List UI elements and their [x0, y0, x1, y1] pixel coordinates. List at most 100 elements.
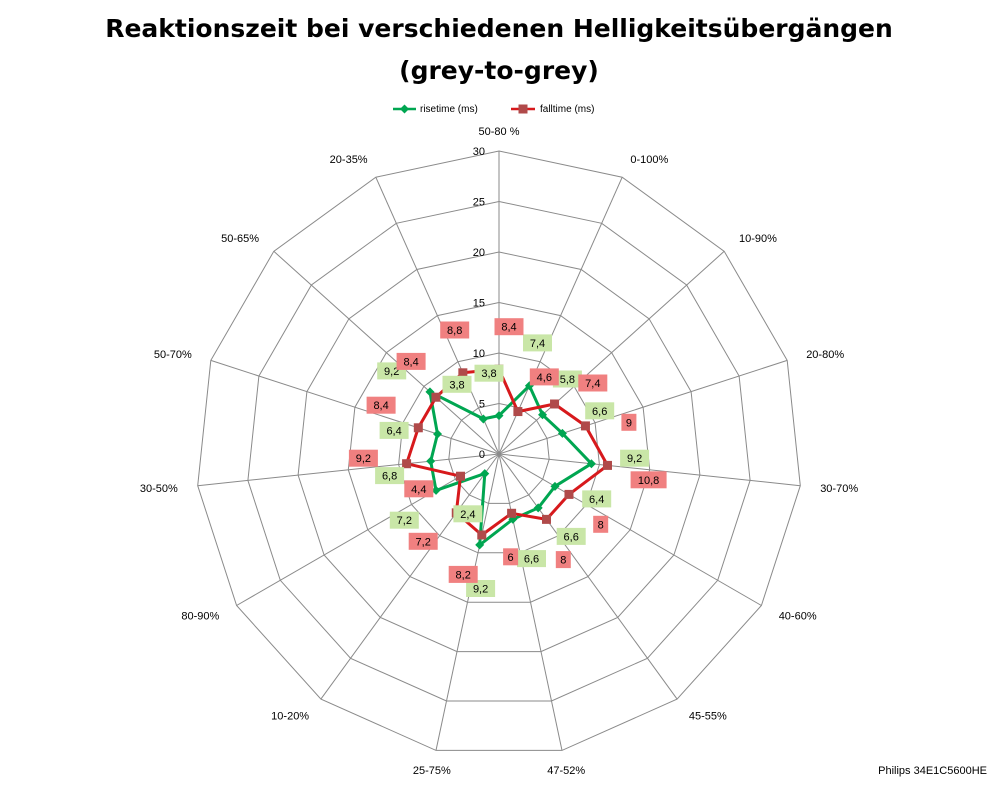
data-label-falltime: 4,4 [404, 480, 434, 498]
data-label-background [348, 449, 378, 467]
falltime-point [477, 530, 487, 540]
falltime-point [602, 460, 612, 470]
data-label-risetime: 3,8 [442, 375, 472, 393]
legend: risetime (ms) falltime (ms) [393, 104, 594, 115]
series-line-falltime [405, 367, 609, 537]
grid-spoke [498, 453, 563, 751]
data-label-background [517, 550, 546, 568]
grid-spoke [498, 359, 788, 455]
data-label-text: 9,2 [473, 584, 488, 596]
category-label: 20-80% [806, 349, 844, 361]
data-label-text: 7,4 [530, 338, 545, 350]
grid-spoke [236, 453, 500, 606]
falltime-point [550, 399, 560, 409]
data-label-text: 7,2 [416, 536, 431, 548]
tick-label: 5 [479, 399, 485, 411]
data-label-text: 8 [560, 555, 566, 567]
falltime-point [431, 392, 441, 402]
data-label-background [555, 551, 571, 569]
data-label-text: 9 [626, 417, 632, 429]
data-label-background [620, 449, 650, 467]
grid-spoke [498, 453, 801, 487]
data-label-falltime: 9 [621, 413, 637, 431]
falltime-point [456, 471, 466, 481]
risetime-point [557, 428, 567, 438]
category-label: 10-20% [271, 710, 309, 722]
falltime-point [507, 508, 517, 518]
data-label-falltime: 4,6 [529, 368, 559, 386]
data-label-falltime: 8 [555, 551, 571, 569]
data-label-background [440, 321, 470, 339]
grid-ring [448, 402, 550, 504]
data-label-background [552, 370, 582, 388]
data-label-background [578, 374, 608, 392]
falltime-point [458, 368, 468, 378]
data-label-falltime: 7,4 [578, 374, 608, 392]
grid-spoke [210, 359, 500, 455]
chart-title: Reaktionszeit bei verschiedenen Helligke… [105, 14, 893, 43]
grid-ring [347, 301, 651, 603]
data-label-background [448, 565, 478, 583]
monitor-model-label: Philips 34E1C5600HE [878, 765, 987, 777]
data-label-text: 6,4 [589, 494, 604, 506]
category-label: 50-70% [154, 349, 192, 361]
tick-label: 30 [473, 146, 485, 158]
category-label: 80-90% [181, 611, 219, 623]
grid-spoke [197, 453, 500, 487]
data-label-background [404, 480, 434, 498]
category-label: 25-75% [413, 765, 451, 777]
data-label-text: 8,4 [373, 400, 388, 412]
data-label-falltime: 8,2 [448, 565, 478, 583]
series-line-risetime [428, 384, 593, 547]
data-label-text: 6,6 [524, 554, 539, 566]
data-label-risetime: 7,4 [523, 334, 552, 352]
grid-spoke [498, 453, 678, 700]
legend-rise-label: risetime (ms) [420, 104, 478, 115]
data-label-background [582, 490, 612, 508]
data-label-text: 4,4 [411, 484, 426, 496]
data-label-background [585, 402, 615, 420]
data-label-background [523, 334, 552, 352]
data-label-background [408, 532, 438, 550]
data-label-risetime: 2,4 [453, 505, 483, 523]
category-label: 0-100% [630, 154, 668, 166]
data-label-falltime: 9,2 [348, 449, 378, 467]
risetime-point [533, 503, 543, 513]
data-label-text: 9,2 [627, 453, 642, 465]
grid-spoke [273, 250, 500, 455]
data-label-risetime: 7,2 [389, 511, 419, 529]
tick-label: 25 [473, 197, 485, 209]
risetime-point [494, 411, 504, 421]
data-label-text: 8,4 [403, 356, 418, 368]
data-label-risetime: 6,6 [517, 550, 546, 568]
falltime-point [413, 423, 423, 433]
data-label-text: 3,8 [481, 368, 496, 380]
risetime-point [426, 456, 436, 466]
risetime-point [433, 429, 443, 439]
data-label-text: 6,6 [564, 531, 579, 543]
data-label-text: 5,8 [560, 374, 575, 386]
risetime-point [538, 410, 548, 420]
data-label-background [593, 515, 609, 533]
data-label-falltime: 7,2 [408, 532, 438, 550]
category-label: 45-55% [689, 710, 727, 722]
category-label: 30-70% [820, 483, 858, 495]
data-label-background [503, 548, 519, 566]
data-label-falltime: 8 [593, 515, 609, 533]
data-label-falltime: 8,4 [366, 396, 396, 414]
falltime-point [541, 514, 551, 524]
data-label-text: 8 [598, 519, 604, 531]
data-label-text: 7,2 [397, 515, 412, 527]
grid-spoke [498, 250, 725, 455]
risetime-point [478, 414, 488, 424]
data-label-background [474, 364, 504, 382]
risetime-point [480, 469, 490, 479]
data-labels: 3,8 7,4 5,8 6,6 9,2 6,4 6,6 6,6 9,2 2,4 7,2 6,8 6,4 9… [348, 318, 667, 597]
data-label-risetime: 6,4 [582, 490, 612, 508]
risetime-point [550, 481, 560, 491]
grid-ring [247, 200, 751, 702]
data-label-text: 8,4 [501, 322, 516, 334]
data-label-text: 10,8 [638, 475, 659, 487]
data-label-risetime: 5,8 [552, 370, 582, 388]
data-label-background [389, 511, 419, 529]
